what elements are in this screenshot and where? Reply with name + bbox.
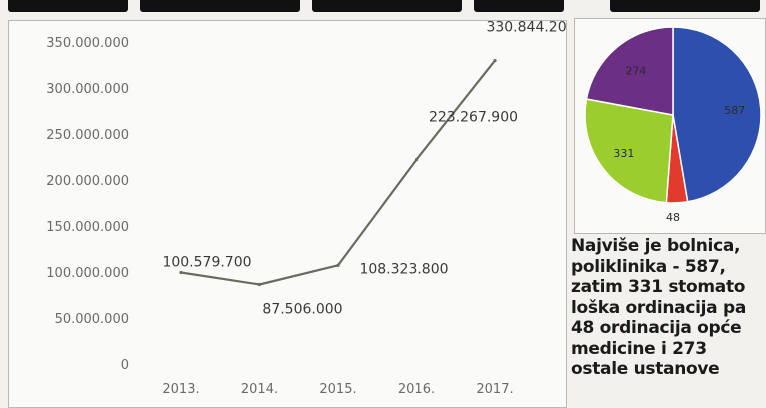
- data-label: 108.323.800: [359, 261, 448, 277]
- data-label: 223.267.900: [429, 110, 518, 126]
- y-tick-label: 0: [121, 358, 129, 373]
- y-tick-label: 250.000.000: [46, 128, 129, 143]
- line-chart-panel: 350.000.000 300.000.000 250.000.000 200.000…: [8, 20, 567, 408]
- caption-line: zatim 331 stomato: [571, 277, 746, 297]
- y-tick-label: 50.000.000: [55, 312, 129, 327]
- caption-line: 48 ordinacija opće: [571, 318, 742, 338]
- data-point: [257, 282, 262, 287]
- pie-slice: [585, 26, 674, 116]
- data-point: [336, 263, 340, 267]
- data-label: 330.844.200: [486, 21, 566, 36]
- x-tick-label: 2015.: [319, 382, 356, 397]
- headline-strip: [0, 0, 766, 16]
- data-point: [493, 59, 497, 63]
- y-tick-label: 150.000.000: [46, 220, 129, 235]
- data-label: 87.506.000: [262, 301, 342, 317]
- data-point: [414, 157, 419, 162]
- pie-slice-label: 274: [625, 64, 646, 77]
- pie-chart-panel: 587 48 331 274: [574, 18, 766, 234]
- series-line: [180, 59, 496, 286]
- caption-line: medicine i 273: [571, 338, 707, 359]
- pie-slice: [584, 98, 674, 204]
- pie-slice-label: 331: [613, 147, 634, 160]
- pie-chart: 587 48 331 274: [584, 26, 762, 224]
- pie-slice-label: 48: [666, 211, 680, 224]
- y-tick-label: 200.000.000: [46, 174, 129, 189]
- x-tick-label: 2017.: [476, 382, 513, 397]
- x-tick-label: 2016.: [398, 382, 435, 397]
- y-tick-label: 300.000.000: [46, 82, 129, 97]
- pie-slice-label: 587: [724, 104, 745, 117]
- pie-slice: [672, 26, 762, 203]
- data-label: 100.579.700: [162, 254, 251, 270]
- caption-line: Najviše je bolnica,: [571, 236, 741, 256]
- caption-line: loška ordinacija pa: [571, 297, 747, 318]
- caption-line: ostale ustanove: [571, 359, 720, 379]
- y-tick-label: 350.000.000: [46, 36, 129, 51]
- y-tick-label: 100.000.000: [46, 266, 129, 281]
- x-tick-label: 2013.: [162, 382, 199, 397]
- data-point: [179, 270, 183, 275]
- caption-line: poliklinika - 587,: [571, 256, 726, 277]
- pie-caption: Najviše je bolnica, poliklinika - 587, z…: [571, 236, 766, 408]
- line-chart: 350.000.000 300.000.000 250.000.000 200.000…: [46, 21, 566, 397]
- x-tick-label: 2014.: [241, 382, 278, 397]
